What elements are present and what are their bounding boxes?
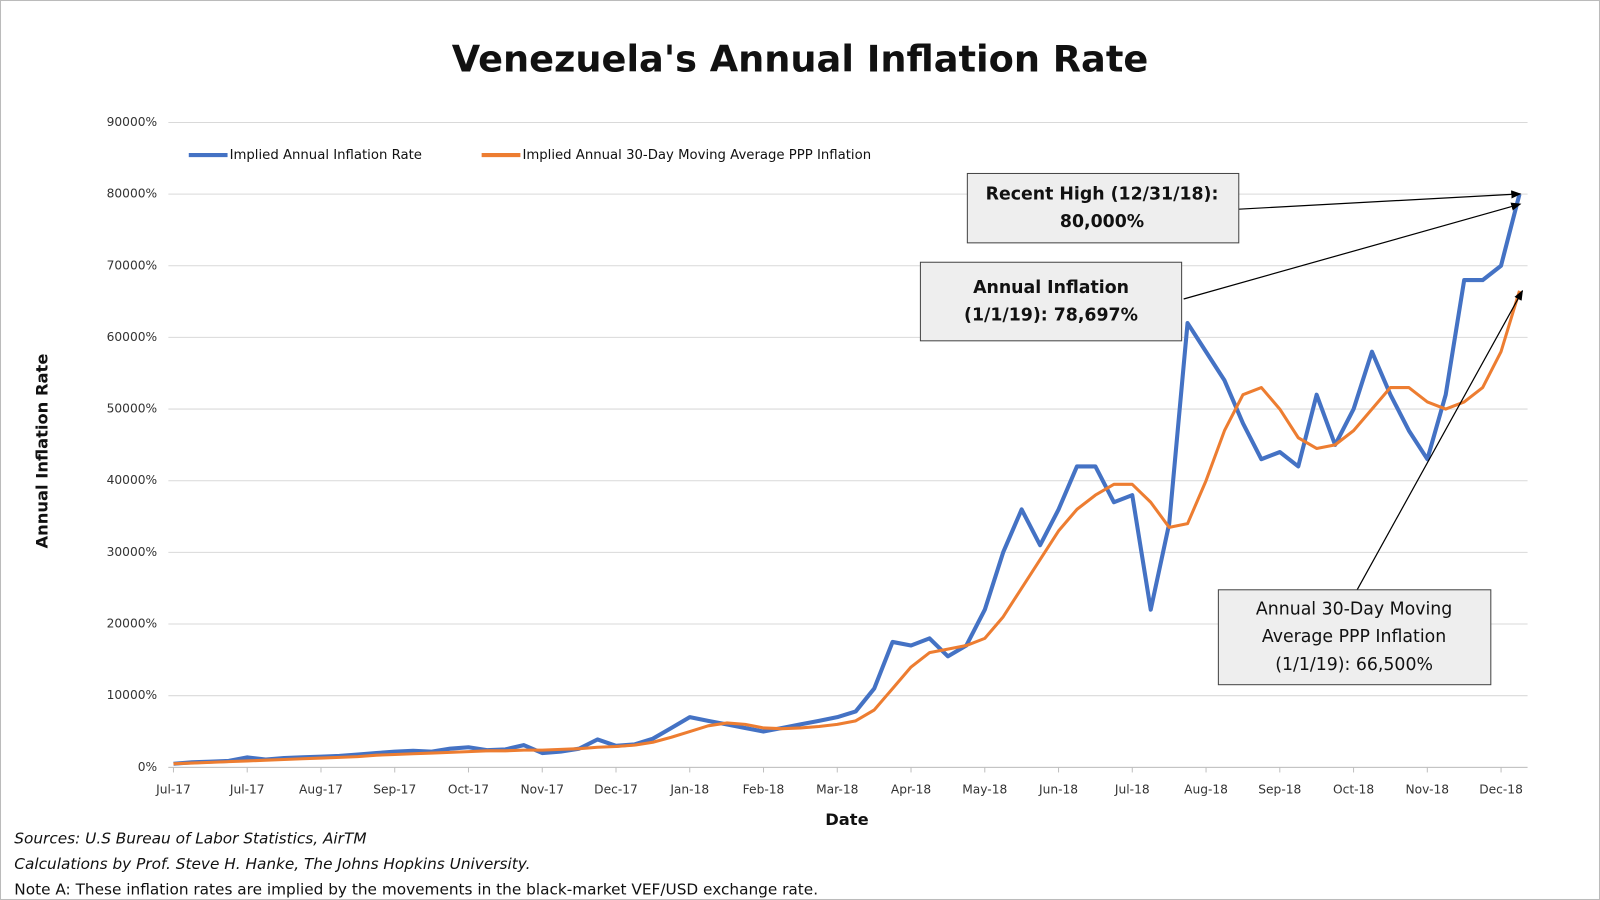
annotation-text: 80,000% <box>1060 212 1144 232</box>
x-tick-label: Jul-18 <box>1114 782 1150 796</box>
annotation-text: (1/1/19): 66,500% <box>1275 655 1433 675</box>
y-axis-title: Annual Inflation Rate <box>32 354 51 549</box>
annotation-arrow <box>1183 202 1522 300</box>
y-tick-label: 20000% <box>107 617 158 631</box>
source-note: Note A: These inflation rates are implie… <box>14 880 818 898</box>
legend-label: Implied Annual 30-Day Moving Average PPP… <box>522 148 871 163</box>
legend-label: Implied Annual Inflation Rate <box>230 148 422 163</box>
annotation-text: Average PPP Inflation <box>1262 627 1446 647</box>
y-tick-label: 70000% <box>107 258 158 272</box>
x-tick-label: Oct-18 <box>1333 782 1374 796</box>
x-tick-label: Jul-17 <box>155 782 191 796</box>
x-tick-label: Mar-18 <box>816 782 858 796</box>
series-line <box>173 290 1521 766</box>
x-tick-label: Jan-18 <box>669 782 709 796</box>
annotation-text: Recent High (12/31/18): <box>986 184 1219 204</box>
chart-title: Venezuela's Annual Inflation Rate <box>452 38 1149 81</box>
y-tick-label: 90000% <box>107 115 158 129</box>
x-tick-label: Sep-17 <box>373 782 416 796</box>
x-tick-label: Dec-17 <box>594 782 638 796</box>
y-tick-label: 60000% <box>107 330 158 344</box>
x-tick-label: Aug-18 <box>1184 782 1228 796</box>
source-note: Sources: U.S Bureau of Labor Statistics,… <box>14 829 366 847</box>
x-tick-label: Nov-18 <box>1406 782 1450 796</box>
annotation-arrow <box>1238 190 1522 210</box>
annotation-box <box>966 172 1240 244</box>
x-tick-label: Dec-18 <box>1479 782 1523 796</box>
series-line <box>173 193 1522 766</box>
x-axis-title: Date <box>825 810 868 829</box>
x-tick-label: Apr-18 <box>891 782 931 796</box>
x-tick-label: May-18 <box>962 782 1007 796</box>
y-tick-label: 0% <box>138 760 157 774</box>
x-tick-label: Jun-18 <box>1038 782 1078 796</box>
annotation-text: Annual Inflation <box>973 278 1129 298</box>
x-tick-label: Sep-18 <box>1258 782 1301 796</box>
annotation-text: Annual 30-Day Moving <box>1256 600 1452 620</box>
annotation-text: (1/1/19): 78,697% <box>964 305 1138 325</box>
annotation-arrow <box>1356 289 1523 591</box>
annotation-box <box>1217 589 1492 686</box>
y-tick-label: 80000% <box>107 187 158 201</box>
x-tick-label: Oct-17 <box>448 782 489 796</box>
y-tick-label: 50000% <box>107 402 158 416</box>
y-tick-label: 10000% <box>107 688 158 702</box>
x-tick-label: Jul-17 <box>229 782 265 796</box>
y-tick-label: 40000% <box>107 473 158 487</box>
source-note: Calculations by Prof. Steve H. Hanke, Th… <box>14 855 530 873</box>
y-tick-label: 30000% <box>107 545 158 559</box>
x-tick-label: Aug-17 <box>299 782 343 796</box>
x-tick-label: Nov-17 <box>520 782 564 796</box>
annotation-box <box>919 261 1183 342</box>
x-tick-label: Feb-18 <box>743 782 785 796</box>
